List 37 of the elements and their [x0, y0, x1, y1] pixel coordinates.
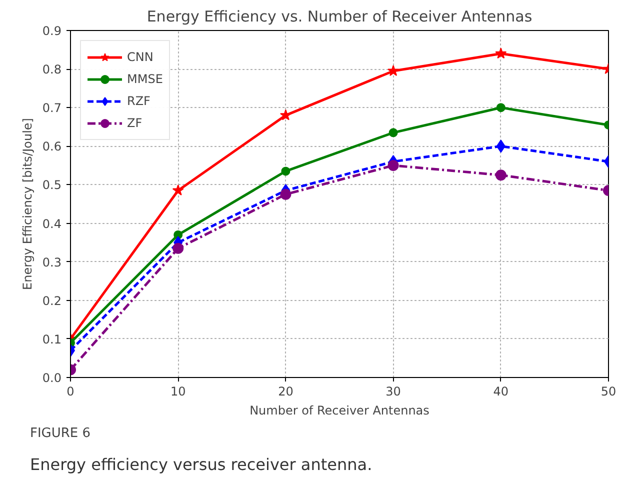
point [172, 184, 184, 196]
legend-label: ZF [127, 116, 144, 130]
x-tick-label: 10 [170, 384, 186, 398]
x-tick-label: 40 [493, 384, 509, 398]
x-axis-title: Number of Receiver Antennas [250, 404, 430, 418]
y-tick-label: 0.0 [42, 371, 62, 385]
point [388, 128, 398, 138]
y-tick-label: 0.1 [42, 332, 62, 346]
y-tick-label: 0.7 [42, 101, 62, 116]
point [496, 140, 506, 153]
point [280, 109, 292, 120]
y-tick-label: 0.4 [42, 216, 62, 231]
point [172, 242, 184, 254]
x-tick-label: 0 [66, 384, 74, 398]
y-tick-label: 0.8 [42, 62, 62, 77]
y-tick-label: 0.9 [42, 24, 62, 38]
legend-label: RZF [127, 94, 150, 108]
x-tick-label: 30 [386, 384, 401, 398]
legend-label: MMSE [127, 72, 163, 86]
point [496, 103, 506, 112]
x-tick-label: 50 [600, 384, 616, 398]
point [280, 188, 292, 200]
x-tick-label: 20 [278, 384, 294, 398]
text: Energy efficiency versus receiver antenna. [30, 454, 372, 476]
point [495, 48, 507, 59]
point [388, 160, 399, 171]
y-tick-label: 0.5 [42, 178, 62, 192]
y-tick-label: 0.2 [42, 294, 62, 308]
chart-title: Energy Efficiency vs. Number of Receiver Antennas [146, 8, 532, 26]
point [495, 170, 506, 181]
y-tick-label: 0.6 [42, 140, 62, 154]
y-tick-label: 0.3 [42, 255, 62, 270]
caption: FIGURE 6 [30, 425, 91, 443]
y-axis-title: Energy Efficiency [bits/Joule] [20, 118, 34, 290]
point [388, 64, 400, 76]
point [281, 166, 290, 176]
legend-label: CNN [127, 50, 154, 64]
